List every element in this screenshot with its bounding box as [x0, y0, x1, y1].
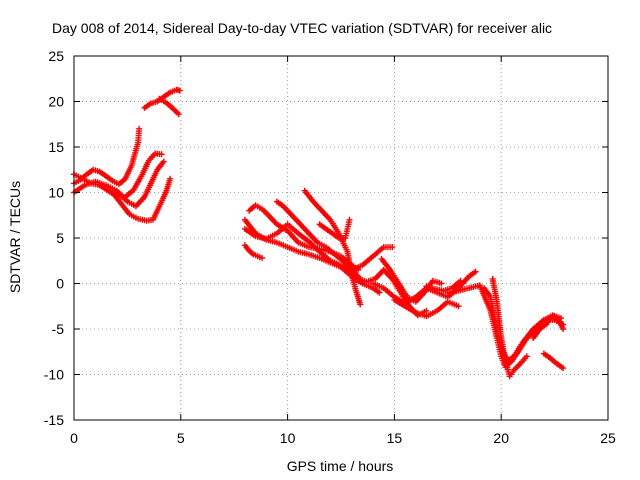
- series-arc-4: [109, 175, 174, 224]
- series-arc-21: [489, 275, 530, 380]
- series-arc-13: [316, 216, 353, 241]
- series-arc-9: [241, 221, 396, 273]
- x-axis-label: GPS time / hours: [287, 458, 394, 474]
- data-points: [156, 95, 182, 118]
- series-arc-22: [530, 312, 567, 342]
- data-points: [489, 275, 530, 380]
- series-arc-17: [391, 296, 462, 320]
- y-tick-label: 5: [56, 230, 64, 246]
- y-tick-label: 20: [48, 94, 64, 110]
- y-tick-label: -10: [44, 367, 64, 383]
- x-tick-label: 15: [387, 430, 403, 446]
- x-tick-label: 10: [280, 430, 296, 446]
- y-tick-label: 15: [48, 139, 64, 155]
- x-tick-label: 25: [600, 430, 616, 446]
- data-points: [540, 350, 567, 372]
- x-tick-label: 0: [70, 430, 78, 446]
- data-points: [391, 296, 462, 320]
- x-tick-label: 20: [493, 430, 509, 446]
- data-series: [71, 86, 567, 380]
- data-points: [423, 277, 464, 294]
- series-arc-7: [241, 242, 265, 261]
- series-arc-6: [156, 95, 182, 118]
- y-axis-label: SDTVAR / TECUs: [7, 181, 23, 293]
- y-tick-label: 25: [48, 48, 64, 64]
- data-points: [109, 175, 174, 224]
- y-tick-label: 0: [56, 276, 64, 292]
- data-points: [241, 221, 396, 273]
- chart-title: Day 008 of 2014, Sidereal Day-to-day VTE…: [52, 20, 552, 36]
- x-tick-label: 5: [177, 430, 185, 446]
- data-points: [241, 242, 265, 261]
- axis-ticks: 0 5 10 15 20 25 -15 -10 -5 0 5 10 15 20 25: [44, 48, 616, 446]
- y-tick-label: -15: [44, 412, 64, 428]
- series-arc-18: [423, 277, 464, 294]
- data-points: [530, 312, 567, 342]
- y-tick-label: -5: [52, 321, 65, 337]
- series-arc-23: [540, 350, 567, 372]
- y-tick-label: 10: [48, 185, 64, 201]
- data-points: [316, 216, 353, 241]
